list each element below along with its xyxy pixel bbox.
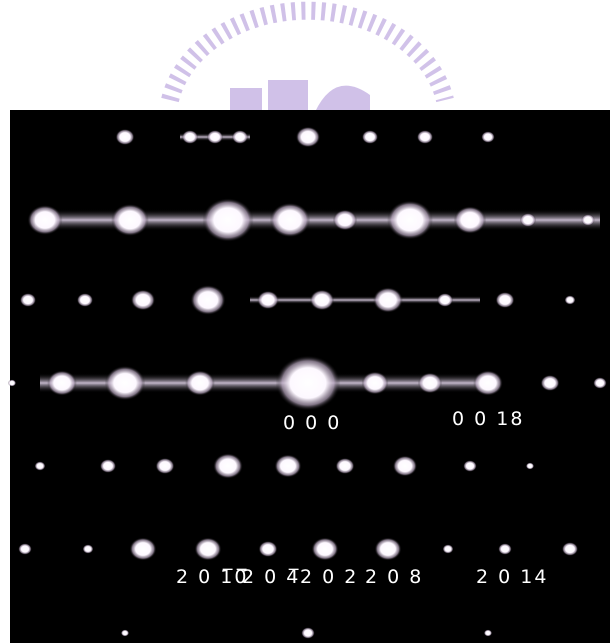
spot (35, 461, 46, 470)
spot (481, 131, 495, 143)
spot (270, 203, 311, 238)
spot (417, 130, 433, 144)
label: 2 0 4̅ (242, 566, 300, 588)
spot (473, 370, 503, 395)
spot (111, 204, 149, 236)
spot (520, 213, 536, 227)
spot (437, 293, 453, 307)
spot (362, 372, 389, 395)
logo-watermark (170, 11, 445, 112)
spot (393, 456, 417, 477)
spot (312, 538, 339, 561)
spot (496, 292, 515, 308)
spot (333, 210, 357, 231)
spot (100, 459, 116, 473)
label: 2 0 14 (476, 566, 548, 588)
spot (418, 373, 442, 394)
spot (116, 129, 135, 145)
label: 2 0 8 (365, 566, 423, 588)
spot (130, 538, 157, 561)
spot (443, 544, 454, 553)
spot (8, 380, 16, 387)
spot (156, 458, 175, 474)
spot (182, 130, 198, 144)
spot (498, 543, 512, 555)
spot (310, 290, 334, 311)
spot (336, 458, 355, 474)
spot (47, 370, 77, 395)
label: 0 0 18 (452, 408, 524, 430)
label: 2 0 1̅0̅ (176, 566, 248, 588)
spot (121, 630, 129, 637)
spot (275, 455, 302, 478)
spot (541, 375, 560, 391)
spot (526, 463, 534, 470)
spot (232, 130, 248, 144)
spot (190, 285, 225, 315)
spot (296, 127, 320, 148)
spot (77, 293, 93, 307)
spot (373, 287, 403, 312)
spot (20, 293, 36, 307)
spot (27, 205, 62, 235)
spot (463, 460, 477, 472)
spot (276, 355, 341, 410)
label: 2 0 2 (300, 566, 358, 588)
spot (257, 291, 279, 309)
spot (581, 214, 595, 226)
spot (484, 630, 492, 637)
spot (362, 130, 378, 144)
spot (454, 206, 486, 234)
label: 0 0 0 (283, 412, 341, 434)
spot (562, 542, 578, 556)
spot (565, 295, 576, 304)
spot (375, 538, 402, 561)
spot (259, 541, 278, 557)
page: 0 0 0 0 0 18 2 0 1̅0̅ 2 0 4̅ 2 0 2 2 0 8… (0, 0, 610, 643)
spot (185, 370, 215, 395)
spot (593, 377, 607, 389)
spot (213, 453, 243, 478)
spot (83, 544, 94, 553)
spot (18, 543, 32, 555)
spot (387, 200, 433, 239)
spot (301, 627, 315, 639)
spot (131, 290, 155, 311)
diffraction-figure: 0 0 0 0 0 18 2 0 1̅0̅ 2 0 4̅ 2 0 2 2 0 8… (0, 0, 610, 643)
spot (195, 538, 222, 561)
spot (105, 366, 146, 401)
spot (207, 130, 223, 144)
spot (202, 198, 253, 242)
